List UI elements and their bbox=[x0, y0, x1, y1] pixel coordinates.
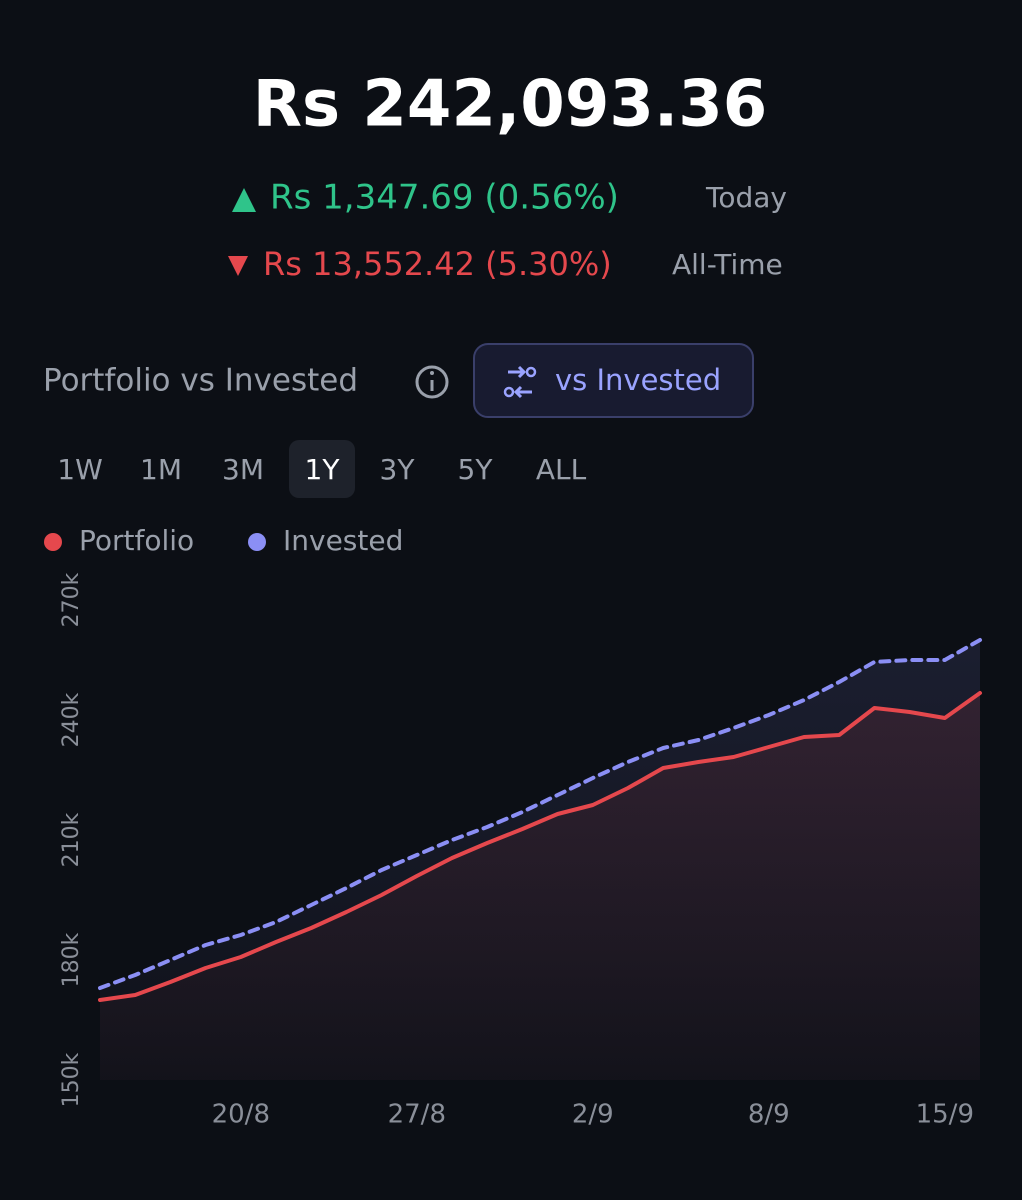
range-tab[interactable]: 3Y bbox=[380, 453, 416, 486]
chart: 150k 180k 210k 240k 270k 20/8 27/8 2/9 8/9 15/9 bbox=[59, 572, 982, 1130]
all-time-change: Rs 13,552.42 (5.30%) bbox=[263, 245, 612, 283]
range-tab[interactable]: ALL bbox=[536, 453, 587, 486]
x-tick-label: 8/9 bbox=[748, 1100, 790, 1130]
toggle-button[interactable]: vs Invested bbox=[473, 343, 754, 418]
y-tick-label: 150k bbox=[59, 1052, 84, 1107]
all-time-label: All-Time bbox=[672, 248, 783, 281]
y-tick-label: 180k bbox=[59, 932, 84, 987]
legend-label: Portfolio bbox=[79, 524, 194, 557]
x-tick-label: 20/8 bbox=[212, 1100, 270, 1130]
info-icon[interactable] bbox=[415, 365, 449, 399]
range-tab[interactable]: 3M bbox=[222, 453, 264, 486]
section-title: Portfolio vs Invested bbox=[43, 363, 358, 399]
range-selected-bg bbox=[289, 440, 355, 498]
toggle-bg bbox=[473, 343, 754, 418]
range-tab[interactable]: 1W bbox=[57, 453, 103, 486]
info-dot bbox=[430, 371, 434, 375]
up-icon bbox=[232, 188, 256, 212]
area-fill bbox=[100, 693, 980, 1080]
x-tick-label: 27/8 bbox=[388, 1100, 446, 1130]
range-tab[interactable]: 1Y bbox=[305, 453, 341, 486]
legend: Portfolio Invested bbox=[44, 524, 403, 557]
toggle-label: vs Invested bbox=[555, 363, 721, 397]
x-tick-label: 15/9 bbox=[916, 1100, 974, 1130]
y-tick-label: 210k bbox=[59, 812, 84, 867]
range-tab[interactable]: 5Y bbox=[458, 453, 494, 486]
today-label: Today bbox=[705, 181, 787, 214]
range-tabs: 1W 1M 3M 1Y 3Y 5Y ALL bbox=[57, 440, 587, 498]
swap-dot bbox=[503, 386, 515, 398]
series-line bbox=[98, 691, 982, 1002]
swap-icon bbox=[508, 365, 532, 399]
total-value: Rs 242,093.36 bbox=[253, 68, 768, 142]
info-circle bbox=[415, 365, 449, 399]
y-tick-label: 270k bbox=[59, 572, 84, 627]
range-tab[interactable]: 1M bbox=[140, 453, 182, 486]
series-line bbox=[98, 638, 982, 990]
legend-swatch bbox=[248, 533, 266, 551]
y-tick-label: 240k bbox=[59, 692, 84, 747]
legend-label: Invested bbox=[283, 524, 403, 557]
swap-dot bbox=[525, 366, 537, 378]
down-icon bbox=[228, 256, 248, 276]
today-change: Rs 1,347.69 (0.56%) bbox=[270, 178, 619, 218]
legend-swatch bbox=[44, 533, 62, 551]
x-tick-label: 2/9 bbox=[572, 1100, 614, 1130]
